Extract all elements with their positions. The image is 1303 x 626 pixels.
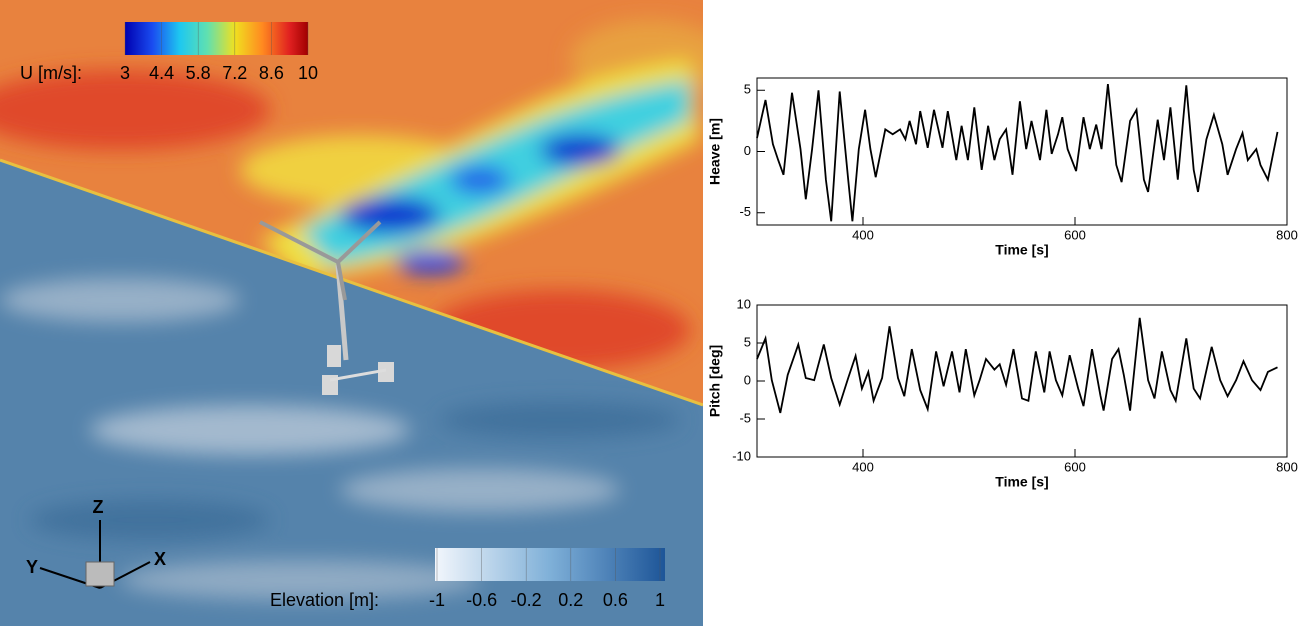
colorbar-tick-label: -0.2 xyxy=(511,590,542,610)
y-tick-label: 10 xyxy=(737,296,751,311)
x-axis-title: Time [s] xyxy=(995,474,1048,490)
velocity-colorbar xyxy=(125,22,308,55)
y-tick-label: 5 xyxy=(744,334,751,349)
colorbar-tick-label: 3 xyxy=(120,63,130,83)
y-tick-label: -5 xyxy=(739,410,751,425)
x-axis-title: Time [s] xyxy=(995,242,1048,258)
data-line xyxy=(756,84,1279,222)
axis-triad: Z Y X xyxy=(26,497,166,589)
legend-label: Elevation [m]: xyxy=(270,590,379,610)
colorbar-tick-label: 7.2 xyxy=(222,63,247,83)
x-tick-label: 400 xyxy=(852,459,874,474)
y-axis-title: Heave [m] xyxy=(707,118,723,185)
x-tick-label: 800 xyxy=(1276,227,1298,242)
x-tick-label: 600 xyxy=(1064,227,1086,242)
x-tick-label: 600 xyxy=(1064,459,1086,474)
y-tick-label: -5 xyxy=(739,204,751,219)
colorbar-tick-label: 0.2 xyxy=(558,590,583,610)
legend-label: U [m/s]: xyxy=(20,63,82,83)
colorbar-tick-label: 5.8 xyxy=(186,63,211,83)
x-tick-label: 400 xyxy=(852,227,874,242)
y-tick-label: 0 xyxy=(744,143,751,158)
colorbar-tick-label: 4.4 xyxy=(149,63,174,83)
y-tick-label: 0 xyxy=(744,372,751,387)
elevation-colorbar xyxy=(435,548,665,581)
axis-label: Z xyxy=(93,497,104,517)
y-tick-label: -10 xyxy=(732,448,751,463)
data-line xyxy=(756,317,1278,414)
colorbar-tick-label: 10 xyxy=(298,63,318,83)
colorbar-tick-label: 1 xyxy=(655,590,665,610)
y-tick-label: 5 xyxy=(744,82,751,97)
y-axis-title: Pitch [deg] xyxy=(707,345,723,417)
x-tick-label: 800 xyxy=(1276,459,1298,474)
colorbar-tick-label: 8.6 xyxy=(259,63,284,83)
colorbar-tick-label: -0.6 xyxy=(466,590,497,610)
colorbar-tick-label: -1 xyxy=(429,590,445,610)
flow-visualization: Z Y X U [m/s]: Elevation [m]: xyxy=(0,0,703,626)
colorbar-tick-label: 0.6 xyxy=(603,590,628,610)
plot-frame xyxy=(756,304,1288,458)
turbine xyxy=(259,220,394,395)
axis-label: Y xyxy=(26,557,38,577)
axis-label: X xyxy=(154,549,166,569)
